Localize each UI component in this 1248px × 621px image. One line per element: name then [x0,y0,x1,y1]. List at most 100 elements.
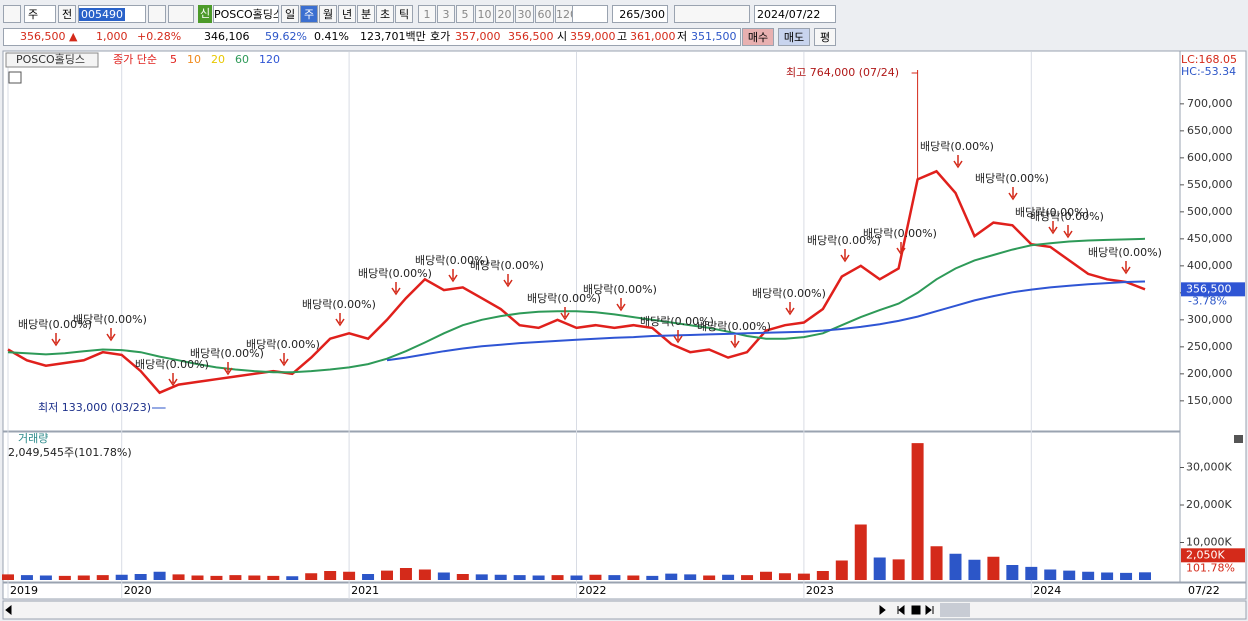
dividend-arrow [1063,225,1073,239]
y-tick-label: 10,000K [1186,536,1232,549]
dividend-label: 배당락(0.00%) [246,338,320,351]
interval-button[interactable]: 5 [456,5,474,23]
volume-bar [418,569,431,580]
dividend-arrow [335,313,345,327]
period-button[interactable]: 주 [300,5,318,23]
volume-bar [153,571,166,580]
volume-bar [532,575,545,580]
interval-dropdown[interactable] [572,5,608,23]
count-input[interactable]: 265/300 [612,5,668,23]
interval-button[interactable]: 120 [555,5,577,23]
dividend-arrow [616,298,626,312]
avg-button[interactable]: 평 [814,28,836,46]
volume-bar [816,571,829,580]
high-annotation: 최고 764,000 (07/24) [786,66,899,79]
volume-bar [96,575,109,580]
y-tick-label: 500,000 [1187,205,1233,218]
volume-subtitle: 2,049,545주(101.78%) [8,446,132,459]
volume-bar [20,575,33,580]
dividend-label: 배당락(0.00%) [583,283,657,296]
volume-bar [703,575,716,580]
volume-bar [797,573,810,580]
code-input[interactable]: 005490 [78,5,146,23]
volume-bar [665,573,678,580]
y-tick-label: 700,000 [1187,97,1233,110]
interval-button[interactable]: 60 [535,5,554,23]
volume-bar [2,574,14,580]
x-tick-label: 07/22 [1188,584,1220,597]
volume: 346,106 [204,30,250,43]
buy-button[interactable]: 매수 [742,28,774,46]
volume-bar [968,559,981,580]
low: 351,500 [691,30,737,43]
y-tick-label: 650,000 [1187,124,1233,137]
volume-bar [741,575,754,580]
volume-bar [722,574,735,580]
count: 265 [619,8,641,21]
volume-bar [778,573,791,580]
y-tick-label: 200,000 [1187,367,1233,380]
scroll-thumb[interactable] [940,603,970,617]
volume-bar [1025,566,1038,580]
period-button[interactable]: 초 [376,5,394,23]
sell-button[interactable]: 매도 [778,28,810,46]
legend-entry: 120 [259,53,280,66]
dividend-arrow [51,333,61,347]
period-button[interactable]: 년 [338,5,356,23]
volume-bar [305,573,318,580]
legend-title: POSCO홀딩스 [16,53,85,66]
interval-button[interactable]: 30 [515,5,534,23]
prev-button[interactable]: 전 [58,5,76,23]
interval-button[interactable]: 10 [475,5,494,23]
volume-bar [475,574,488,580]
volume-bar [191,575,204,580]
volume-bar [134,574,147,580]
date-input[interactable]: 2024/07/22 [754,5,836,23]
period-button[interactable]: 월 [319,5,337,23]
open-label: 시 [557,30,568,43]
x-tick-label: 2024 [1033,584,1061,597]
dividend-arrow [896,242,906,256]
volume-bar [343,571,356,580]
dividend-label: 배당락(0.00%) [697,320,771,333]
interval-button[interactable]: 1 [418,5,436,23]
scroll-controls[interactable] [5,604,934,616]
dividend-arrow [448,269,458,283]
y-tick-label: 550,000 [1187,178,1233,191]
period-select[interactable]: 주 [24,5,56,23]
quote-bar [3,28,741,46]
interval-button[interactable]: 20 [495,5,514,23]
search-button[interactable] [148,5,166,23]
new-badge: 신 [198,5,212,23]
ask-label: 호가 [430,30,451,43]
close-pane-icon[interactable] [1234,435,1243,443]
period-button[interactable]: 분 [357,5,375,23]
series-line [7,237,1146,374]
price: 356,500 ▲ [20,28,77,46]
period-button[interactable]: 일 [281,5,299,23]
high: 361,000 [630,30,676,43]
dividend-label: 배당락(0.00%) [135,358,209,371]
legend-entry: 10 [187,53,201,66]
dividend-label: 배당락(0.00%) [807,234,881,247]
legend-entry: 20 [211,53,225,66]
dividend-arrow [1121,261,1131,275]
tool-icons[interactable] [674,5,750,23]
volume-bar [513,575,526,580]
period-button[interactable]: 틱 [395,5,413,23]
y-tick-label: 600,000 [1187,151,1233,164]
sound-button[interactable] [168,5,194,23]
table-icon[interactable] [8,71,22,84]
current-price-box [1181,282,1245,297]
volume-bar [627,575,640,580]
interval-button[interactable]: 3 [437,5,455,23]
volume-bar [911,443,924,580]
menu-icon[interactable] [3,5,21,23]
dividend-arrow [223,362,233,376]
x-tick-label: 2022 [579,584,607,597]
scrollbar[interactable] [2,600,1247,620]
current-price: 356,500 [1186,282,1232,295]
bid: 356,500 [508,30,554,43]
y-tick-label: 150,000 [1187,394,1233,407]
volume-bar [835,560,848,580]
